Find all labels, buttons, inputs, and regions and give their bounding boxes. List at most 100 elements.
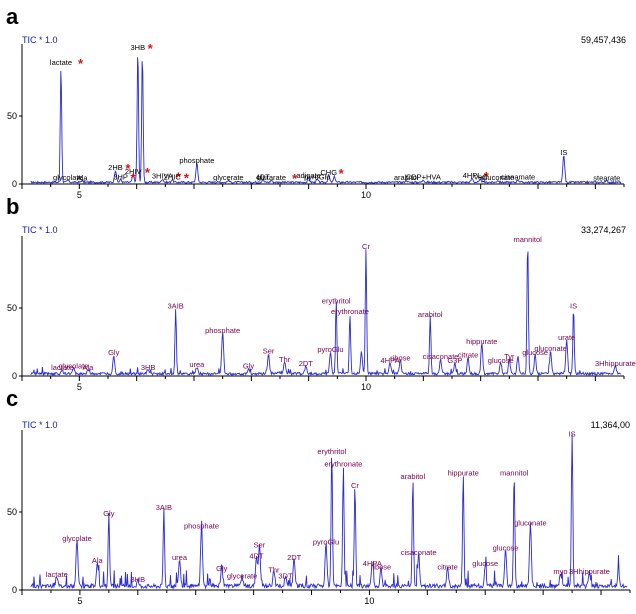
- panel-c-peak-label: Thr: [268, 565, 280, 574]
- panel-c-peak-label: 3AIB: [156, 503, 172, 512]
- panel-b-peak-label: Gly: [108, 348, 120, 357]
- panel-a-peak-label: cinnamate: [501, 172, 536, 181]
- panel-c-header: TIC * 1.0: [22, 420, 58, 430]
- panel-b-tic-trace: [30, 249, 622, 377]
- panel-b-peak-label: phosphate: [205, 326, 240, 335]
- panel-b-header: TIC * 1.0: [22, 225, 58, 235]
- panel-b-peak-label: urea: [189, 360, 205, 369]
- panel-a-peak-label: adipate: [296, 171, 321, 180]
- panel-a-peak-label: 3HB: [131, 43, 146, 52]
- panel-a-peak-label: stearate: [593, 174, 620, 183]
- panel-a-peak-label: 3HP: [113, 172, 128, 181]
- panel-c-peak-label: mannitol: [500, 469, 529, 478]
- panel-a-y-tick-label: 0: [12, 179, 17, 189]
- panel-b-peak-label: ribose: [390, 353, 410, 362]
- panel-c-peak-label: erythritol: [317, 447, 346, 456]
- panel-c-tic-trace: [30, 433, 628, 590]
- panel-a-header: TIC * 1.0: [22, 35, 58, 45]
- panel-a-peak-label: arabitol: [394, 173, 419, 182]
- panel-c-plot: 5 10 0 50 lactate glycolate Ala Gly 3HB 3AIB urea p…: [7, 430, 631, 606]
- panel-c-peak-label: 4DT: [249, 551, 264, 560]
- panel-a-peak-label: lactate: [50, 58, 72, 67]
- panel-a-peak-label: 3HIVA: [152, 172, 173, 181]
- panel-b-peak-label: arabitol: [418, 310, 443, 319]
- panel-a-y-tick-label: 50: [7, 111, 17, 121]
- panel-b-peak-label: erythronate: [331, 307, 369, 316]
- panel-b-peak-label: G3P: [447, 356, 462, 365]
- panel-label-b: b: [6, 194, 19, 219]
- panel-a-peak-label: glycerate: [213, 173, 243, 182]
- panel-b-peak-label: urate: [558, 333, 575, 342]
- panel-b-peak-label: hippurate: [466, 337, 497, 346]
- panel-b-peak-label: Thr: [279, 355, 291, 364]
- panel-a: TIC * 1.0 59,457,436 5 10 0 50 lactate * glyco…: [7, 35, 626, 200]
- panel-a-significance-star: *: [339, 166, 345, 181]
- panel-c-peak-label: arabitol: [401, 472, 426, 481]
- panel-a-tic-trace: [30, 57, 622, 185]
- panel-c-peak-label: phosphate: [184, 522, 219, 531]
- panel-a-x-tick-label: 5: [77, 190, 82, 200]
- panel-b-y-tick-label: 0: [12, 371, 17, 381]
- panel-a-peak-label: pyroGlu: [304, 172, 330, 181]
- panel-b-x-tick-label: 10: [361, 382, 371, 392]
- panel-c-x-tick-label: 5: [77, 596, 82, 606]
- panel-c: TIC * 1.0 11,364,00 5 10 0 50 lactate glycola…: [7, 420, 631, 606]
- panel-b-peak-label: Ser: [263, 347, 275, 356]
- panel-b-peak-label: 3HB: [141, 363, 156, 372]
- panel-c-peak-label: lactate: [46, 570, 68, 579]
- panel-a-significance-star: *: [484, 169, 490, 184]
- panel-c-peak-label: 3HB: [131, 575, 146, 584]
- panel-c-peak-label: hippurate: [448, 469, 479, 478]
- panel-c-y-tick-label: 0: [12, 585, 17, 595]
- panel-a-peak-label: VaC: [474, 172, 489, 181]
- panel-b-peak-label: glucose: [522, 348, 548, 357]
- panel-b-peak-label: Gly: [243, 362, 255, 371]
- panel-c-peak-label: 3DT: [278, 572, 293, 581]
- panel-b-peak-label: lactate: [51, 363, 73, 372]
- panel-c-peak-label: glucose: [472, 559, 498, 568]
- panel-a-significance-star: *: [78, 56, 84, 71]
- panel-a-peak-label: CHG: [320, 168, 337, 177]
- panel-c-peak-label: glycolate: [62, 534, 92, 543]
- panel-b-peak-label: glucose: [488, 356, 514, 365]
- panel-c-peak-label: erythronate: [324, 459, 362, 468]
- panel-a-significance-star: *: [292, 171, 298, 186]
- panel-c-y-tick-label: 50: [7, 507, 17, 517]
- panel-c-peak-label: glucose: [493, 544, 519, 553]
- panel-a-peak-label: phosphate: [179, 156, 214, 165]
- panel-c-peak-label: Gly: [216, 564, 228, 573]
- panel-c-peak-label: Cr: [351, 481, 359, 490]
- panel-c-peak-label: 4HPA: [363, 559, 382, 568]
- panel-a-max-intensity: 59,457,436: [581, 35, 626, 45]
- panel-b-peak-label: 3AIB: [168, 302, 184, 311]
- panel-b-y-tick-label: 50: [7, 303, 17, 313]
- panel-a-peak-label: 2HIC: [164, 172, 182, 181]
- panel-c-peak-label: Ala: [92, 556, 104, 565]
- panel-a-peak-label: gluconate: [482, 173, 515, 182]
- panel-c-peak-label: 3Hhippurate: [569, 567, 610, 576]
- panel-b-peak-label: citrate: [458, 351, 478, 360]
- panel-a-significance-star: *: [145, 165, 151, 180]
- panel-c-peak-label: ribose: [371, 562, 391, 571]
- panel-c-peak-label: Gly: [103, 509, 115, 518]
- panel-c-peak-label: citrate: [437, 562, 457, 571]
- panel-c-peak-label: IS: [569, 430, 576, 439]
- panel-b-x-tick-label: 5: [77, 382, 82, 392]
- panel-a-peak-label: CDP+HVA: [406, 172, 441, 181]
- panel-b-peak-label: glycolate: [59, 362, 89, 371]
- panel-c-x-tick-label: 10: [364, 596, 374, 606]
- panel-a-peak-label: 2HB: [108, 163, 123, 172]
- panel-a-significance-star: *: [176, 170, 182, 185]
- panel-a-peak-label: glutarate: [257, 173, 286, 182]
- panel-b-peak-label: Tyr: [504, 352, 515, 361]
- panel-a-peak-label: 4HPL: [463, 171, 482, 180]
- panel-a-significance-star: *: [130, 170, 136, 185]
- panel-a-significance-star: *: [148, 41, 154, 56]
- panel-a-peak-label: Ala: [77, 173, 89, 182]
- panel-c-peak-label: pyroGlu: [313, 537, 339, 546]
- panel-b-peak-label: IS: [570, 302, 577, 311]
- panel-c-max-intensity: 11,364,00: [591, 420, 630, 430]
